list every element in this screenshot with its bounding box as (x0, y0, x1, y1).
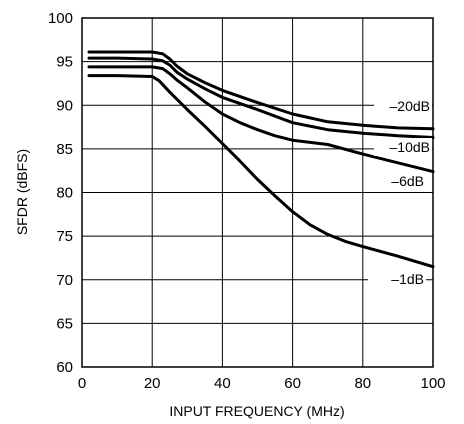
x-tick-label-100: 100 (420, 375, 445, 392)
x-tick-label-80: 80 (354, 375, 371, 392)
series-line-1 (87, 56, 435, 139)
series-label-bg-2 (368, 172, 426, 190)
series-label-0: –20dB (390, 98, 430, 114)
series-label-bg-3 (368, 270, 426, 288)
x-tick-label-40: 40 (214, 375, 231, 392)
series-label-1: –10dB (390, 139, 430, 155)
series-label-2: –6dB (391, 173, 424, 189)
y-tick-label-60: 60 (56, 359, 73, 376)
series-label-bg-0 (374, 97, 432, 115)
y-tick-label-80: 80 (56, 185, 73, 202)
grid (81, 17, 434, 368)
y-tick-label-85: 85 (56, 141, 73, 158)
y-axis-title: SFDR (dBFS) (14, 149, 30, 235)
y-tick-label-100: 100 (48, 10, 73, 27)
series-line-0 (87, 50, 435, 131)
x-tick-labels: 0 20 40 60 80 100 (78, 375, 446, 392)
series-labels: –20dB –10dB –6dB –1dB (368, 97, 432, 288)
x-tick-label-0: 0 (78, 375, 86, 392)
y-tick-label-95: 95 (56, 54, 73, 71)
series-line-2 (87, 65, 435, 174)
x-tick-label-60: 60 (284, 375, 301, 392)
y-tick-label-90: 90 (56, 97, 73, 114)
x-tick-label-20: 20 (144, 375, 161, 392)
y-tick-label-75: 75 (56, 228, 73, 245)
plot-frame (81, 17, 434, 368)
series-lines (87, 50, 435, 269)
series-label-3: –1dB (391, 271, 424, 287)
series-label-bg-1 (374, 138, 432, 156)
y-tick-label-65: 65 (56, 315, 73, 332)
series-line-3 (87, 74, 435, 269)
y-tick-labels: 60 65 70 75 80 85 90 95 100 (48, 10, 73, 376)
x-axis-title: INPUT FREQUENCY (MHz) (169, 403, 344, 419)
y-tick-label-70: 70 (56, 272, 73, 289)
